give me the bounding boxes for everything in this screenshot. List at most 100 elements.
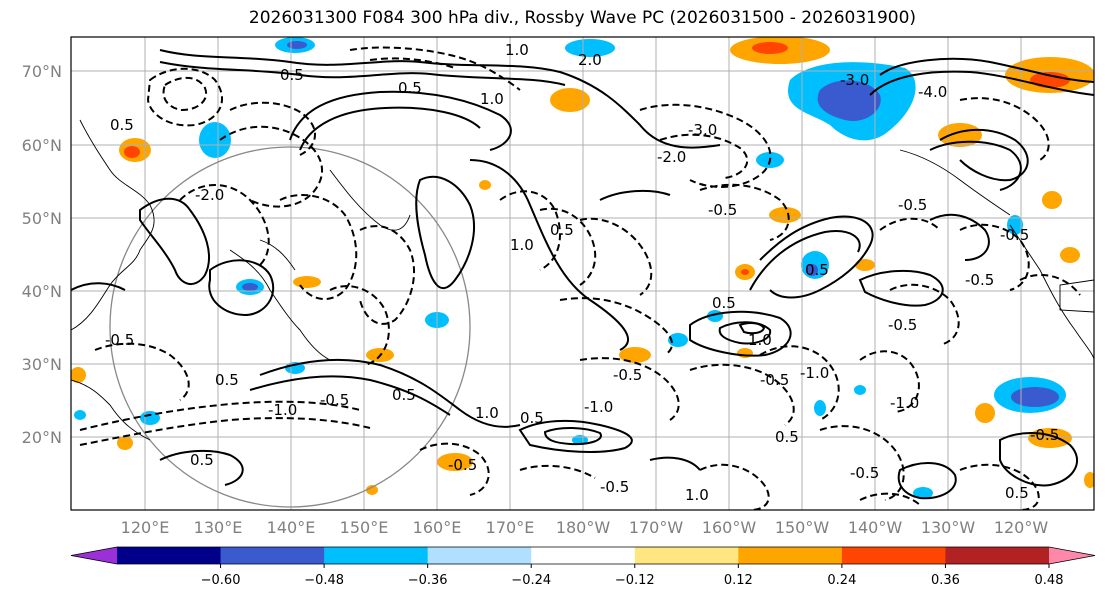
colorbar-tick-label: 0.12 xyxy=(724,573,753,588)
positive-anomaly xyxy=(975,403,995,423)
negative-anomaly xyxy=(668,333,688,347)
positive-anomaly xyxy=(855,259,875,271)
lat-label: 40°N xyxy=(22,282,62,301)
colorbar-segment xyxy=(634,547,739,564)
positive-anomaly xyxy=(619,347,651,363)
colorbar-segment xyxy=(945,547,1050,564)
colorbar-tick-label: 0.36 xyxy=(931,573,960,588)
colorbar-segment xyxy=(220,547,325,564)
contour-label: 0.5 xyxy=(398,79,422,97)
positive-anomaly xyxy=(71,367,86,383)
colorbar-tick-label: −0.24 xyxy=(511,573,551,588)
positive-anomaly xyxy=(938,123,982,147)
positive-anomaly xyxy=(117,436,133,450)
contour-label: -3.0 xyxy=(840,71,869,89)
lon-label: 120°W xyxy=(994,518,1049,537)
positive-anomaly xyxy=(366,485,378,495)
negative-contours xyxy=(79,46,1081,510)
contour-label: -0.5 xyxy=(600,478,629,496)
negative-anomaly xyxy=(817,80,881,121)
positive-anomaly xyxy=(437,453,473,471)
colorbar-extend-max xyxy=(1049,547,1095,564)
lon-label: 130°E xyxy=(194,518,243,537)
contour-label: -0.5 xyxy=(898,196,927,214)
colorbar-segment xyxy=(427,547,532,564)
map-frame xyxy=(70,36,1095,511)
lon-label: 140°E xyxy=(267,518,316,537)
contour-label: -0.5 xyxy=(965,271,994,289)
colorbar-tick-label: −0.48 xyxy=(304,573,344,588)
contour-label: 0.5 xyxy=(775,428,799,446)
contour-label: -1.0 xyxy=(268,401,297,419)
contour-label: 0.5 xyxy=(280,66,304,84)
contour-label: -0.5 xyxy=(1000,226,1029,244)
positive-anomaly xyxy=(741,269,749,275)
contour-label: 1.0 xyxy=(475,404,499,422)
negative-anomaly xyxy=(1011,387,1059,407)
colorbar-segment xyxy=(841,547,946,564)
colorbar-segment xyxy=(531,547,636,564)
colorbar-tick-label: −0.60 xyxy=(201,573,241,588)
contour-label: 0.5 xyxy=(392,386,416,404)
coastlines xyxy=(71,119,1094,441)
contour-label: -0.5 xyxy=(613,366,642,384)
colorbar-segment xyxy=(324,547,429,564)
lat-label: 30°N xyxy=(22,355,62,374)
positive-anomaly xyxy=(1030,72,1070,88)
negative-anomaly xyxy=(242,283,258,291)
negative-anomaly xyxy=(814,400,826,416)
contour-label: -0.5 xyxy=(708,201,737,219)
contour-label: -0.5 xyxy=(448,456,477,474)
divergence-shading xyxy=(71,37,1094,499)
contour-label: 0.5 xyxy=(520,409,544,427)
negative-anomaly xyxy=(806,264,818,276)
contour-labels: -3.0 -4.0 -3.0 -2.0 1.0 2.0 0.5 1.0 -0.5… xyxy=(105,41,1059,504)
contour-label: 0.5 xyxy=(215,371,239,389)
contour-label: 0.5 xyxy=(550,221,574,239)
graticule xyxy=(71,37,1094,510)
positive-anomaly xyxy=(1084,472,1094,488)
negative-anomaly xyxy=(854,385,866,395)
colorbar-extend-min xyxy=(71,547,117,564)
lon-label: 160°E xyxy=(413,518,462,537)
lon-label: 120°E xyxy=(121,518,170,537)
positive-anomaly xyxy=(479,180,491,190)
contour-label: -0.5 xyxy=(105,331,134,349)
colorbar: −0.60 −0.48 −0.36 −0.24 −0.12 0.12 0.24 0.36 0.4… xyxy=(70,546,1096,588)
positive-contours xyxy=(71,49,1094,500)
colorbar-tick-label: 0.24 xyxy=(827,573,856,588)
positive-anomaly xyxy=(1042,191,1062,209)
contour-label: -1.0 xyxy=(800,364,829,382)
contour-label: 1.0 xyxy=(748,331,772,349)
lat-label: 60°N xyxy=(22,136,62,155)
negative-anomaly xyxy=(565,39,615,57)
contour-label: -0.5 xyxy=(850,464,879,482)
contour-label: 1.0 xyxy=(510,236,534,254)
colorbar-segment xyxy=(117,547,222,564)
contour-label: 1.0 xyxy=(505,41,529,59)
positive-anomaly xyxy=(752,42,788,54)
colorbar-tick-label: −0.12 xyxy=(615,573,655,588)
negative-anomaly xyxy=(287,41,307,49)
positive-anomaly xyxy=(1060,247,1080,263)
lon-label: 170°W xyxy=(629,518,684,537)
colorbar-outline xyxy=(70,546,1096,565)
contour-label: -2.0 xyxy=(195,186,224,204)
contour-label: 0.5 xyxy=(1005,484,1029,502)
positive-anomaly xyxy=(124,146,140,158)
lon-label: 140°W xyxy=(848,518,903,537)
contour-label: -2.0 xyxy=(657,148,686,166)
negative-anomaly xyxy=(199,122,231,158)
latitude-labels: 70°N 60°N 50°N 40°N 30°N 20°N xyxy=(22,62,62,447)
reference-circle xyxy=(109,146,471,508)
contour-label: 2.0 xyxy=(578,51,602,69)
contour-label: -0.5 xyxy=(760,371,789,389)
contour-label: 1.0 xyxy=(480,90,504,108)
contour-label: 1.0 xyxy=(685,486,709,504)
contour-label: -0.5 xyxy=(888,316,917,334)
contour-label: 0.5 xyxy=(712,294,736,312)
lon-label: 150°W xyxy=(775,518,830,537)
lon-label: 150°E xyxy=(340,518,389,537)
colorbar-tick-label: 0.48 xyxy=(1035,573,1064,588)
lat-label: 50°N xyxy=(22,209,62,228)
